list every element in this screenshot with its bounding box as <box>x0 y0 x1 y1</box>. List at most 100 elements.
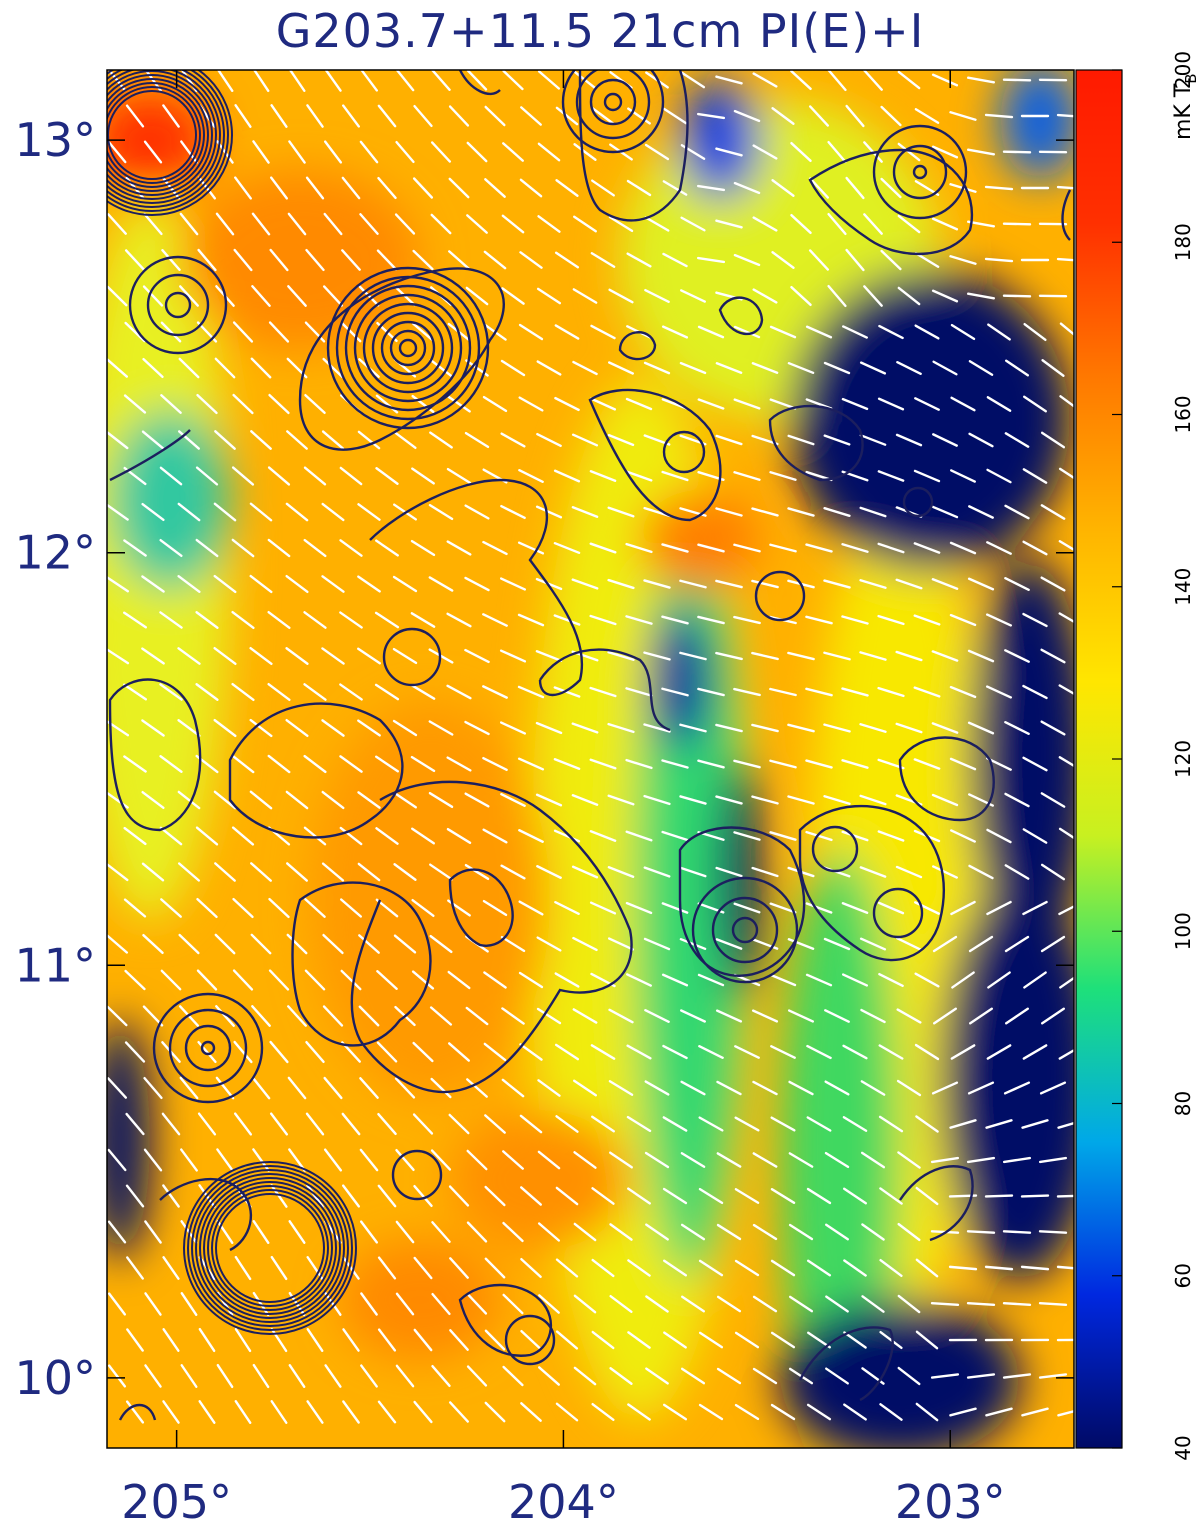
polarization-vector <box>824 1009 850 1023</box>
contour-line <box>362 302 454 394</box>
polarization-vector <box>733 253 761 267</box>
polarization-vector <box>625 758 653 770</box>
polarization-vector <box>142 1005 164 1027</box>
polarization-vector <box>733 687 761 697</box>
polarization-vector <box>1058 905 1074 916</box>
polarization-vector <box>197 1112 217 1136</box>
polarization-vector <box>466 1293 488 1315</box>
contour-line <box>107 70 229 212</box>
contour-line <box>561 70 665 154</box>
polarization-vector <box>377 1184 397 1208</box>
polarization-vector <box>877 686 905 698</box>
polarization-vector <box>537 142 561 162</box>
polarization-vector <box>770 1045 796 1059</box>
polarization-vector <box>966 148 996 156</box>
polarization-vector <box>626 252 652 268</box>
polarization-vector <box>233 1040 253 1064</box>
polarization-vector <box>376 249 398 271</box>
polarization-vector <box>1058 540 1074 552</box>
polarization-vector <box>123 755 147 773</box>
polarization-vector <box>501 1078 525 1098</box>
polarization-vector <box>252 70 270 93</box>
polarization-vector <box>859 723 887 733</box>
polarization-vector <box>880 105 902 127</box>
polarization-vector <box>733 615 761 625</box>
polarization-vector <box>914 324 940 340</box>
polarization-vector <box>449 1329 469 1351</box>
map-region <box>340 1240 500 1360</box>
polarization-vector <box>680 71 706 89</box>
polarization-vector <box>733 109 761 123</box>
polarization-vector <box>663 1331 687 1349</box>
polarization-vector <box>179 212 199 236</box>
polarization-vector <box>930 1301 960 1307</box>
polarization-vector <box>1059 322 1074 337</box>
polarization-vector <box>680 1009 706 1023</box>
polarization-vector <box>824 1151 850 1169</box>
polarization-vector <box>1022 612 1048 628</box>
polarization-vector <box>591 1330 615 1350</box>
polarization-vector <box>464 648 490 664</box>
polarization-vector <box>643 651 671 661</box>
polarization-vector <box>357 503 381 521</box>
colorbar-tick-label: 160 <box>1171 395 1195 433</box>
polarization-vector <box>897 1222 921 1242</box>
polarization-vector <box>897 70 921 90</box>
polarization-vector <box>393 430 417 450</box>
polarization-vector <box>303 611 327 629</box>
polarization-vector <box>536 936 562 952</box>
polarization-vector <box>1022 395 1048 413</box>
polarization-vector <box>951 971 975 989</box>
polarization-vector <box>897 214 921 234</box>
polarization-vector <box>321 647 345 665</box>
polarization-vector <box>449 1257 469 1279</box>
polarization-vector <box>985 1407 1013 1417</box>
polarization-vector <box>520 1258 542 1278</box>
polarization-vector <box>715 507 743 517</box>
polarization-vector <box>896 1008 922 1024</box>
polarization-vector <box>698 1403 724 1421</box>
polarization-vector <box>159 683 183 701</box>
polarization-vector <box>878 324 904 340</box>
polarization-vector <box>518 829 544 843</box>
polarization-vector <box>464 576 490 592</box>
polarization-vector <box>125 1112 145 1136</box>
contour-line <box>798 1326 894 1402</box>
polarization-vector <box>607 794 635 806</box>
polarization-vector <box>805 830 833 842</box>
polarization-vector <box>626 973 652 987</box>
contour-line <box>898 736 995 822</box>
polarization-vector <box>288 1148 306 1172</box>
polarization-vector <box>790 213 812 235</box>
polarization-vector <box>589 758 617 770</box>
polarization-vector <box>1040 863 1066 881</box>
polarization-vector <box>931 650 959 662</box>
contour-line <box>678 826 806 977</box>
polarization-vector <box>340 321 362 343</box>
polarization-vector <box>715 866 743 878</box>
polarization-vector <box>216 1148 234 1172</box>
polarization-vector <box>213 502 237 522</box>
polarization-vector <box>141 430 165 450</box>
polarization-vector <box>517 757 545 771</box>
polarization-vector <box>967 577 995 591</box>
polarization-vector <box>519 1114 543 1134</box>
polarization-vector <box>608 1080 634 1096</box>
polarization-vector <box>144 1220 162 1244</box>
polarization-vector <box>125 1400 145 1424</box>
polarization-vector <box>446 612 472 628</box>
polarization-vector <box>141 862 165 882</box>
polarization-vector <box>466 70 488 91</box>
polarization-vector <box>410 539 436 557</box>
plot-frame <box>106 69 1075 1449</box>
polarization-vector <box>500 432 526 448</box>
polarization-vector <box>393 863 417 881</box>
polarization-vector <box>177 575 201 593</box>
polarization-vector <box>159 538 183 558</box>
polarization-vector <box>644 1151 670 1169</box>
polarization-vector <box>538 1294 560 1314</box>
polarization-vector <box>321 430 345 450</box>
contour-line <box>203 1181 337 1315</box>
colorbar-tick-label: 80 <box>1171 1091 1195 1116</box>
polarization-vector <box>950 829 976 843</box>
